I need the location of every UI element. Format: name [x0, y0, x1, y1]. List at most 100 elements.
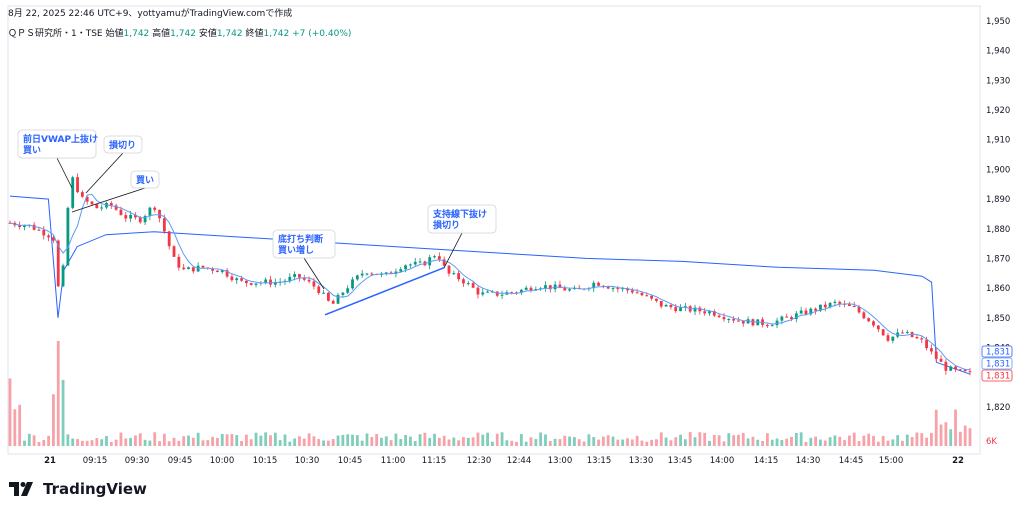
volume-bar	[13, 409, 17, 446]
candle-body	[191, 267, 195, 272]
volume-bar	[66, 434, 70, 446]
volume-bar	[669, 440, 673, 446]
brand[interactable]: TradingView	[9, 480, 147, 498]
candle-body	[298, 274, 301, 278]
volume-bar	[462, 437, 465, 446]
volume-bar	[828, 437, 832, 446]
price-tag	[981, 345, 1013, 358]
annotation-pointer	[443, 232, 463, 269]
x-tick-label: 15:00	[879, 456, 904, 466]
candle-body	[809, 308, 813, 315]
volume-bar	[587, 434, 591, 446]
volume-bar	[958, 431, 962, 446]
volume-bar	[399, 439, 403, 446]
volume-bar	[191, 437, 195, 446]
candle-body	[254, 283, 258, 285]
volume-bar	[216, 437, 219, 446]
candle-body	[664, 304, 668, 307]
annotation-text: 支持線下抜け	[432, 208, 487, 220]
candle-body	[486, 291, 489, 293]
x-tick-label: 13:15	[587, 456, 612, 466]
candle-body	[351, 279, 354, 289]
volume-bar	[42, 439, 46, 446]
volume-bar	[712, 434, 716, 446]
volume-bar	[158, 441, 161, 446]
volume-bar	[703, 432, 707, 446]
candle-body	[341, 292, 345, 295]
candle-body	[66, 207, 70, 266]
volume-bar	[727, 433, 731, 446]
candle-body	[312, 281, 316, 287]
volume-bar	[365, 433, 369, 446]
x-tick-label: 14:00	[710, 456, 735, 466]
volume-bar	[510, 440, 514, 446]
volume-bar	[708, 440, 711, 446]
candle-body	[95, 204, 99, 209]
symbol-name[interactable]: ＱＰＳ研究所・1・TSE	[8, 29, 103, 39]
x-tick-label: 09:45	[168, 456, 193, 466]
y-tick-label: 1,860	[986, 284, 1010, 294]
y-tick-label: 1,910	[986, 136, 1010, 146]
candle-body	[770, 325, 774, 327]
candle-body	[708, 311, 711, 314]
candle-body	[925, 339, 928, 349]
annotation-box	[17, 129, 97, 159]
x-tick-label: 10:45	[338, 456, 363, 466]
candle-body	[765, 324, 769, 327]
volume-bar	[563, 435, 567, 446]
candle-body	[187, 267, 190, 270]
candle-body	[249, 283, 253, 285]
volume-bar	[823, 440, 827, 446]
volume-bar	[746, 438, 750, 446]
volume-bar	[283, 434, 287, 446]
volume-bar	[722, 441, 726, 446]
volume-bar	[597, 439, 600, 446]
annotation-text: 損切り	[433, 219, 460, 231]
volume-bar	[61, 379, 65, 446]
y-tick-label: 1,870	[986, 254, 1010, 264]
candle-body	[90, 201, 94, 205]
candle-body	[37, 229, 41, 231]
candle-body	[211, 268, 215, 271]
candle-body	[433, 256, 436, 258]
volume-bar	[592, 437, 596, 446]
volume-bar	[360, 440, 364, 446]
moving-average-line	[9, 193, 971, 371]
volume-bar	[452, 437, 456, 446]
candle-body	[515, 292, 518, 294]
volume-bar	[582, 441, 586, 446]
volume-bar	[322, 440, 325, 446]
annotation-pointer	[71, 187, 146, 213]
candle-body	[235, 278, 239, 281]
y-tick-label: 1,950	[986, 17, 1010, 27]
volume-bar	[177, 440, 181, 446]
annotation-text: 買い	[23, 145, 41, 156]
candle-body	[32, 224, 36, 230]
candle-body	[650, 295, 654, 299]
chart-caption: 8月 22, 2025 22:46 UTC+9、yottyamuがTrading…	[8, 9, 293, 19]
volume-bar	[910, 437, 914, 446]
candle-body	[124, 215, 128, 219]
candle-body	[52, 237, 55, 241]
volume-bar	[886, 440, 890, 446]
change-value: +7 (+0.40%)	[292, 29, 352, 39]
x-tick-label: 10:00	[210, 456, 235, 466]
volume-bar	[341, 434, 345, 446]
volume-bar	[293, 438, 297, 446]
volume-bar	[100, 439, 104, 446]
candle-body	[876, 325, 880, 330]
volume-bar	[119, 432, 123, 446]
volume-bar	[896, 435, 900, 446]
volume-bar	[949, 429, 953, 446]
volume-bar	[182, 436, 186, 446]
volume-bar	[52, 394, 55, 446]
volume-bar	[814, 436, 818, 446]
candle-body	[819, 304, 822, 311]
volume-bar	[500, 432, 504, 446]
volume-bar	[944, 422, 948, 446]
candle-body	[240, 278, 243, 281]
candle-body	[756, 319, 760, 326]
volume-bar	[138, 433, 142, 446]
candle-body	[148, 207, 152, 217]
